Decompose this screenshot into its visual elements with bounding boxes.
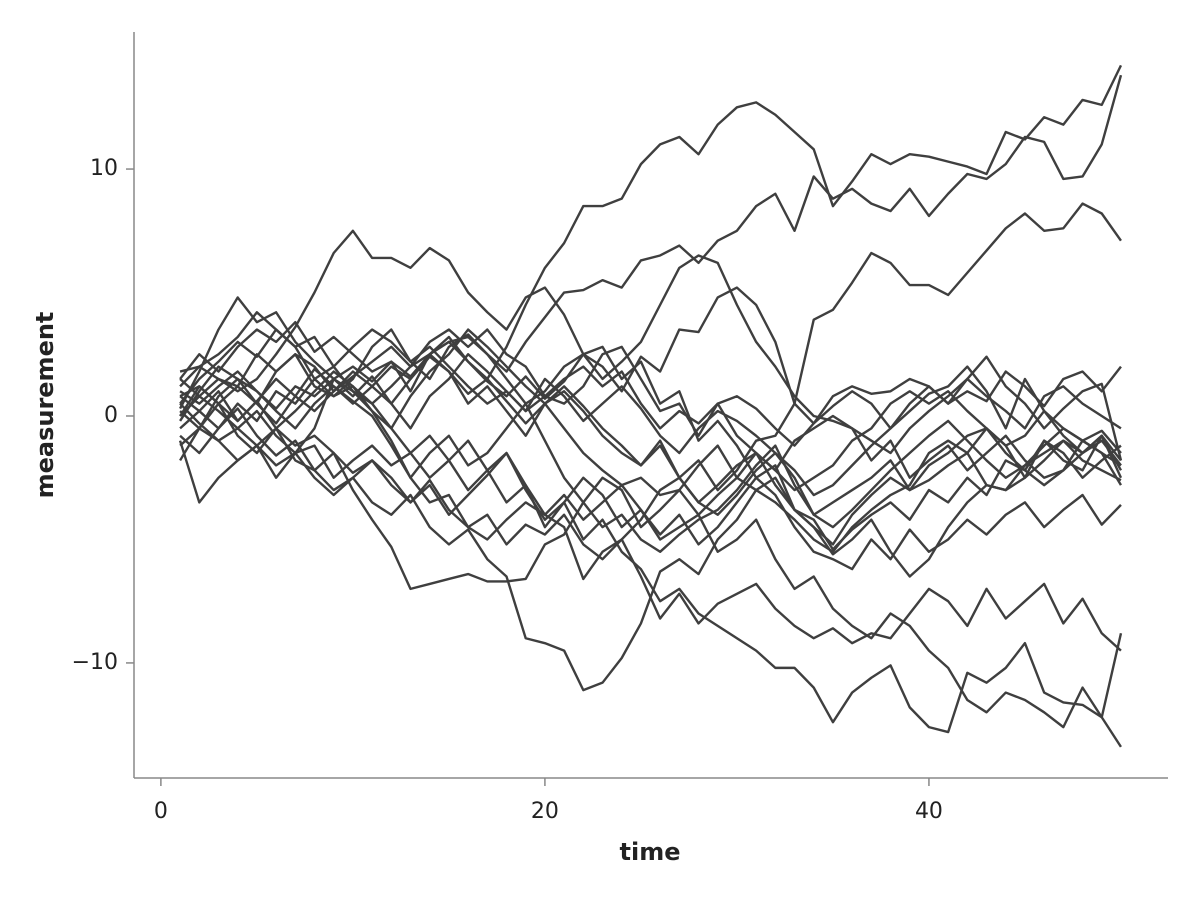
series-line bbox=[179, 74, 1123, 405]
series-line bbox=[179, 407, 1122, 692]
x-tick-label: 0 bbox=[154, 799, 168, 824]
series-line bbox=[179, 311, 1123, 581]
series-line bbox=[179, 64, 1123, 410]
series-line bbox=[179, 320, 1122, 553]
x-tick-label: 40 bbox=[915, 799, 943, 824]
series-line bbox=[178, 335, 1122, 553]
series-line bbox=[179, 229, 1123, 546]
series-line bbox=[179, 385, 1123, 734]
series-line bbox=[179, 402, 1122, 551]
series-line bbox=[179, 378, 1122, 748]
y-tick-label: 0 bbox=[104, 403, 118, 428]
y-axis-label: measurement bbox=[31, 312, 59, 499]
x-axis-label: time bbox=[620, 838, 681, 866]
y-tick-label: −10 bbox=[72, 650, 118, 675]
y-tick-label: 10 bbox=[90, 156, 118, 181]
series-line bbox=[179, 427, 1122, 652]
series-line bbox=[179, 377, 1122, 571]
series-line bbox=[179, 328, 1122, 504]
x-tick-label: 20 bbox=[531, 799, 559, 824]
